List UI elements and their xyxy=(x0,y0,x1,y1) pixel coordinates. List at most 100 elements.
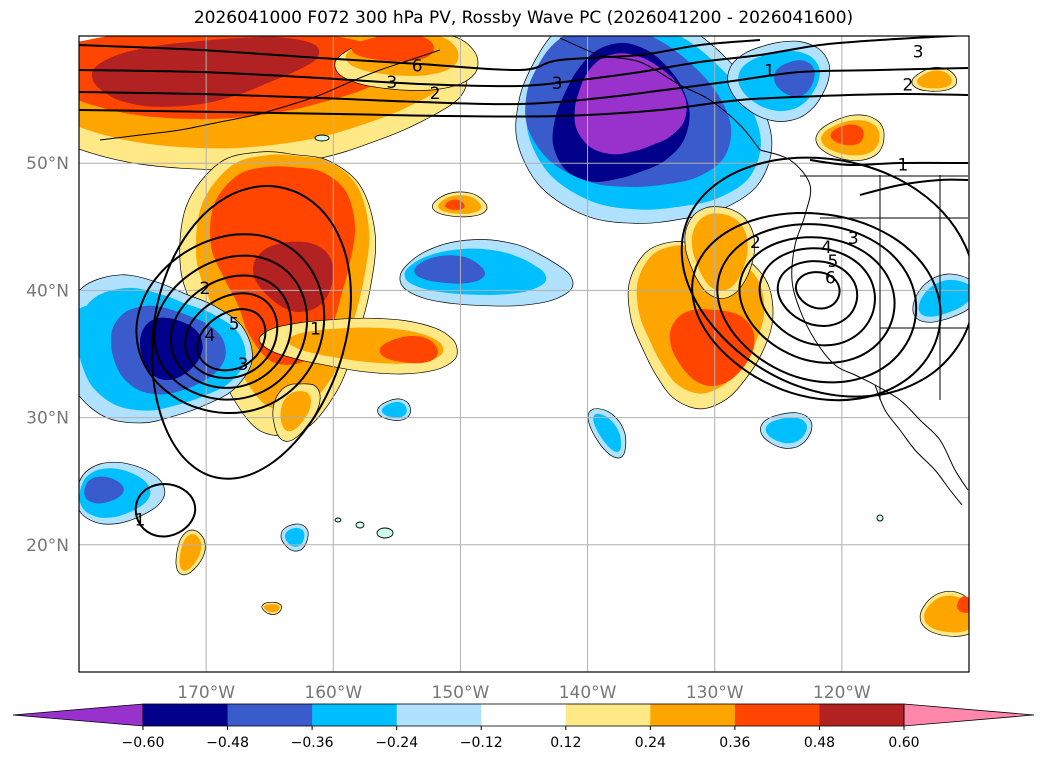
contour-label: 1 xyxy=(897,155,908,175)
west-contour-ring xyxy=(153,254,309,401)
colorbar-bin xyxy=(143,704,229,726)
baja-coast xyxy=(874,384,963,506)
aleutian-chain xyxy=(99,49,441,141)
colorbar-tick-label: 0.36 xyxy=(719,735,750,751)
colorbar-tick-label: −0.12 xyxy=(460,735,503,751)
contour-label: 6 xyxy=(412,56,423,76)
contour-label: 2 xyxy=(750,233,761,253)
pv-positive-sw xyxy=(175,529,206,576)
axis-labels: 170°W 160°W 150°W 140°W 130°W 120°W 20°N 30°N 40… xyxy=(26,154,871,703)
pv-positive-small xyxy=(432,191,488,218)
contour-label: 6 xyxy=(825,269,836,289)
colorbar-tick-label: 0.60 xyxy=(888,735,919,751)
island-outline xyxy=(876,514,884,522)
jet-contour xyxy=(859,178,969,196)
colorbar-tick-label: −0.60 xyxy=(122,735,165,751)
colorbar-bin xyxy=(565,704,651,726)
pv-negative-small-c xyxy=(760,412,813,449)
colorbar-bin xyxy=(396,704,482,726)
pv-negative-small-b xyxy=(587,408,627,459)
contour-label: 3 xyxy=(238,355,249,375)
graticule xyxy=(79,36,969,672)
colorbar-frame xyxy=(142,703,905,727)
colorbar-bin xyxy=(312,704,398,726)
contour-label: 5 xyxy=(229,314,240,334)
pv-negative-east xyxy=(912,273,969,323)
island-outline xyxy=(355,521,365,529)
pv-negative-sw xyxy=(79,461,166,525)
island-outline xyxy=(376,527,394,539)
east-contour-outer xyxy=(680,156,969,398)
lat-tick-label: 30°N xyxy=(26,409,69,429)
contour-label: 2 xyxy=(199,279,210,299)
lon-tick-label: 120°W xyxy=(813,683,871,703)
contour-label: 3 xyxy=(848,229,859,249)
east-contour-ring xyxy=(738,236,896,364)
east-contour-ring xyxy=(794,271,841,310)
contour-label: 4 xyxy=(821,238,832,258)
pv-negative-small-a xyxy=(377,398,411,421)
lat-tick-label: 40°N xyxy=(26,281,69,301)
jet-contour xyxy=(79,67,969,106)
chart-title: 2026041000 F072 300 hPa PV, Rossby Wave … xyxy=(193,8,854,28)
coastlines xyxy=(99,37,969,539)
colorbar-extend-low xyxy=(12,703,144,727)
contour-label: 5 xyxy=(828,252,839,272)
sw-contour-1 xyxy=(134,482,197,538)
pv-negative-central xyxy=(399,239,574,307)
colorbar-tick-label: 0.24 xyxy=(635,735,666,751)
colorbar-bin xyxy=(734,704,820,726)
pv-positive-dot xyxy=(261,601,282,615)
east-contour-ring xyxy=(758,247,876,347)
colorbar-bin xyxy=(819,704,905,726)
lat-tick-label: 50°N xyxy=(26,154,69,174)
contour-label: 2 xyxy=(430,84,441,104)
colorbar-tick-label: −0.36 xyxy=(291,735,334,751)
west-contour-ring xyxy=(196,308,267,372)
colorbar-tick-label: 0.12 xyxy=(550,735,581,751)
colorbar-bin xyxy=(481,704,567,726)
east-contour-ring xyxy=(691,211,942,402)
pv-positive-east-b xyxy=(684,206,755,299)
contour-label: 3 xyxy=(386,73,397,93)
pv-positive-arm xyxy=(258,317,458,375)
alaska-coast xyxy=(559,37,761,151)
pv-shading-layer xyxy=(79,36,969,637)
contour-label: 1 xyxy=(135,510,146,530)
lon-tick-label: 140°W xyxy=(559,683,617,703)
lon-tick-label: 170°W xyxy=(177,683,235,703)
jet-contour xyxy=(809,159,969,167)
lon-tick-label: 150°W xyxy=(432,683,490,703)
colorbar-tick-label: 0.48 xyxy=(804,735,835,751)
lon-tick-label: 130°W xyxy=(686,683,744,703)
island-outline xyxy=(334,517,342,523)
pv-positive-ne-b xyxy=(911,67,958,92)
rossby-pc-contours xyxy=(79,36,969,538)
north-america-coast xyxy=(759,149,969,491)
colorbar-tick-label: −0.48 xyxy=(206,735,249,751)
contour-label: 1 xyxy=(310,320,321,340)
colorbar-bin xyxy=(227,704,313,726)
contour-label: 1 xyxy=(764,61,775,81)
east-contour-ring xyxy=(776,260,859,328)
west-contour-ring xyxy=(169,274,293,389)
west-contour-ring xyxy=(184,292,279,380)
island-outline xyxy=(314,134,330,142)
pv-positive-ne xyxy=(815,114,885,161)
map-frame xyxy=(78,35,970,673)
contour-label: 3 xyxy=(552,74,563,94)
pv-positive-se xyxy=(919,590,969,637)
colorbar-extend-high xyxy=(903,703,1035,727)
lat-tick-label: 20°N xyxy=(26,536,69,556)
jet-contour xyxy=(79,39,761,72)
lon-tick-label: 160°W xyxy=(304,683,362,703)
west-contour-outer xyxy=(150,184,352,480)
colorbar-bin xyxy=(650,704,736,726)
contour-label: 4 xyxy=(205,326,216,346)
contour-label: 3 xyxy=(913,42,924,62)
east-contour-ring xyxy=(716,223,918,384)
contour-label: 2 xyxy=(903,75,914,95)
